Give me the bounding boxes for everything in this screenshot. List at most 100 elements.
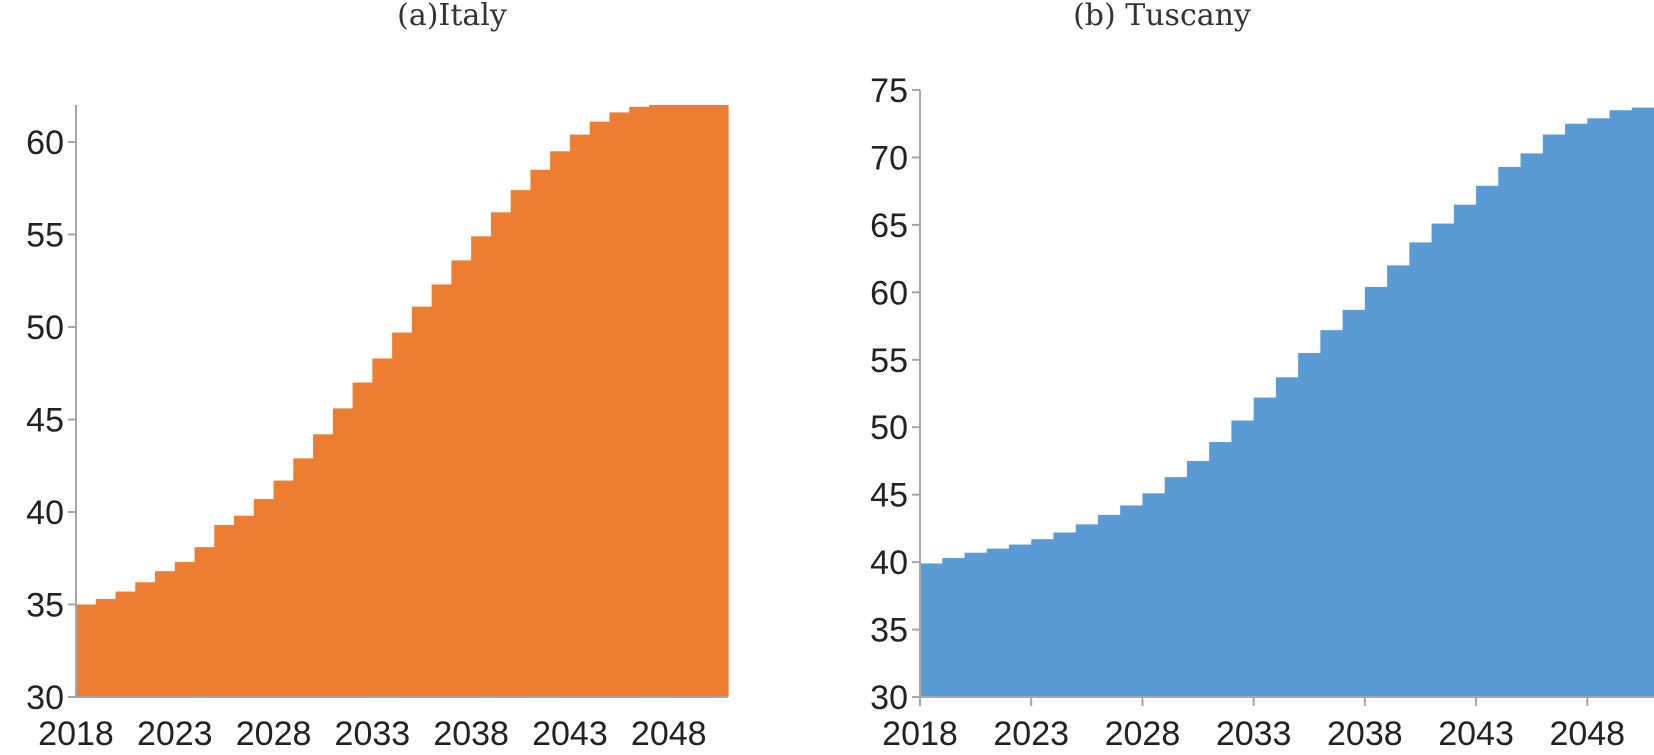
x-tick-label: 2023 — [993, 715, 1069, 753]
area-step — [1542, 134, 1566, 697]
area-step — [76, 604, 97, 697]
area-step — [1609, 110, 1633, 698]
x-tick-label: 2023 — [137, 715, 213, 753]
area-step — [1453, 204, 1477, 697]
area-step — [1075, 524, 1099, 697]
area-step — [1631, 107, 1654, 698]
y-tick-label: 35 — [870, 612, 908, 650]
area-step — [1387, 265, 1410, 697]
area-step — [964, 552, 988, 697]
area-step — [1209, 442, 1232, 697]
y-tick-label: 30 — [870, 679, 908, 717]
area-step — [431, 284, 452, 697]
y-tick-label: 40 — [870, 544, 908, 582]
x-tick-label: 2048 — [1549, 715, 1625, 753]
y-tick-label: 45 — [870, 477, 908, 515]
area-step — [253, 499, 275, 697]
area-step — [1231, 420, 1255, 697]
x-tick-label: 2033 — [335, 715, 411, 753]
area-series — [76, 105, 729, 698]
area-step — [1253, 397, 1277, 697]
x-tick-label: 2028 — [1105, 715, 1181, 753]
area-step — [1565, 123, 1588, 698]
area-step — [629, 106, 650, 698]
y-tick-label: 50 — [26, 309, 64, 347]
x-tick-label: 2038 — [433, 715, 509, 753]
area-step — [569, 134, 591, 698]
area-step — [332, 408, 354, 697]
area-step — [155, 571, 176, 697]
area-step — [95, 598, 117, 697]
area-step — [648, 105, 670, 697]
area-step — [1164, 477, 1188, 697]
area-step — [194, 547, 215, 697]
y-tick-label: 70 — [870, 139, 908, 177]
area-step — [1008, 544, 1032, 697]
area-step — [372, 358, 393, 697]
y-tick-label: 50 — [870, 409, 908, 447]
y-tick-label: 65 — [870, 207, 908, 245]
panel-italy: (a)Italy 30 35 40 45 50 55 60 2018 2023 2028 2033 2… — [26, 0, 729, 753]
area-step — [293, 458, 314, 697]
panel-tuscany: (b) Tuscany 30 35 40 45 50 55 60 65 70 75 2018 2023… — [870, 0, 1654, 753]
area-step — [708, 105, 729, 697]
area-step — [490, 212, 512, 698]
area-step — [1031, 539, 1055, 697]
area-step — [668, 105, 690, 697]
x-tick-label: 2048 — [631, 715, 707, 753]
area-step — [1342, 309, 1366, 697]
y-tick-label: 60 — [26, 124, 64, 162]
area-step — [174, 561, 196, 697]
area-step — [1275, 377, 1299, 697]
area-step — [451, 260, 472, 697]
area-step — [214, 524, 235, 697]
area-step — [392, 332, 413, 697]
area-step — [986, 548, 1010, 697]
area-step — [1476, 185, 1499, 697]
y-tick-label: 75 — [870, 72, 908, 110]
area-step — [313, 434, 334, 697]
area-step — [530, 169, 551, 697]
area-step — [1409, 242, 1433, 698]
area-step — [609, 112, 630, 697]
area-step — [411, 306, 433, 697]
area-step — [234, 515, 255, 697]
area-step — [1431, 223, 1455, 698]
x-tick-label: 2043 — [532, 715, 608, 753]
area-step — [550, 151, 571, 697]
chart-title: (b) Tuscany — [1073, 0, 1251, 33]
area-step — [589, 121, 611, 697]
area-step — [1587, 118, 1611, 697]
x-tick-label: 2038 — [1327, 715, 1403, 753]
area-step — [1298, 353, 1321, 697]
chart-title: (a)Italy — [397, 0, 507, 33]
y-tick-label: 60 — [870, 274, 908, 312]
area-step — [1364, 286, 1388, 697]
area-step — [352, 382, 373, 697]
area-step — [1097, 514, 1121, 697]
area-step — [942, 558, 966, 697]
x-tick-label: 2018 — [882, 715, 958, 753]
y-tick-label: 55 — [26, 217, 64, 255]
y-tick-label: 55 — [870, 342, 908, 380]
area-step — [510, 190, 532, 697]
x-tick-label: 2018 — [38, 715, 114, 753]
y-tick-label: 35 — [26, 587, 64, 625]
area-step — [688, 105, 709, 697]
area-step — [920, 563, 943, 697]
area-step — [1053, 532, 1077, 697]
x-tick-label: 2043 — [1438, 715, 1514, 753]
y-tick-label: 40 — [26, 494, 64, 532]
area-step — [1186, 460, 1210, 697]
area-step — [1498, 166, 1522, 697]
x-tick-label: 2033 — [1216, 715, 1292, 753]
area-step — [1142, 493, 1166, 697]
area-step — [1520, 153, 1544, 697]
area-step — [1320, 330, 1344, 697]
area-step — [273, 480, 294, 697]
area-step — [115, 591, 136, 697]
area-step — [471, 236, 492, 697]
area-step — [1120, 505, 1144, 697]
area-series — [920, 107, 1654, 698]
